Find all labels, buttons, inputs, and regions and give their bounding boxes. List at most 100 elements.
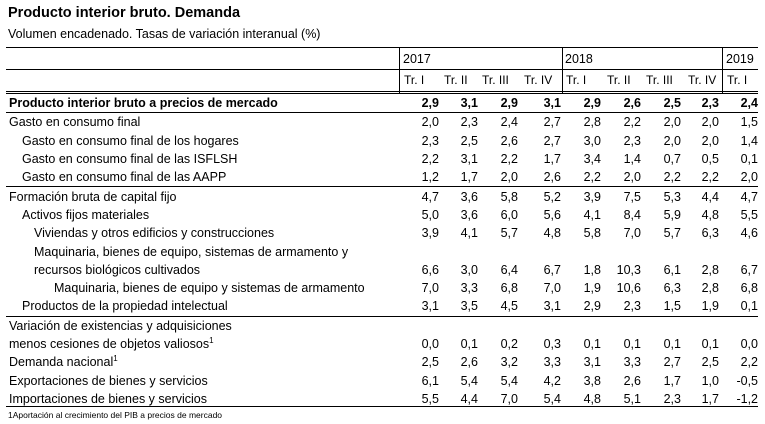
row-label: Gasto en consumo final de las ISFLSH bbox=[22, 152, 238, 167]
cell: 2,5 bbox=[421, 355, 439, 370]
cell: 2,3 bbox=[623, 299, 641, 314]
cell bbox=[681, 315, 719, 335]
cell: 3,2 bbox=[500, 355, 518, 370]
quarter-header: Tr. IV bbox=[688, 73, 717, 87]
table-row: Gasto en consumo final de las ISFLSH 2,2… bbox=[6, 150, 758, 168]
quarter-header: Tr. II bbox=[607, 73, 631, 87]
cell: 1,4 bbox=[740, 133, 758, 148]
cell bbox=[561, 242, 601, 260]
cell: 0,0 bbox=[740, 337, 758, 351]
table-row: recursos biológicos cultivados 6,6 3,0 6… bbox=[6, 261, 758, 279]
cell bbox=[681, 242, 719, 260]
cell: 6,6 bbox=[421, 262, 439, 277]
cell: 6,8 bbox=[500, 281, 518, 296]
cell: 0,3 bbox=[543, 337, 561, 351]
row-label: Maquinaria, bienes de equipo y sistemas … bbox=[54, 281, 365, 296]
cell: 2,0 bbox=[623, 170, 641, 185]
cell: 2,7 bbox=[518, 112, 561, 132]
cell: 2,2 bbox=[663, 170, 681, 185]
cell: 2,0 bbox=[399, 112, 439, 132]
cell: 5,6 bbox=[543, 207, 561, 222]
cell: 5,7 bbox=[500, 226, 518, 241]
cell: 7,5 bbox=[601, 186, 641, 206]
cell: 2,3 bbox=[663, 391, 681, 406]
cell: 10,3 bbox=[616, 262, 641, 277]
cell: 8,4 bbox=[623, 207, 641, 222]
cell: 2,4 bbox=[478, 112, 518, 132]
cell: 5,5 bbox=[740, 207, 758, 222]
cell: 3,1 bbox=[583, 355, 601, 370]
cell: 5,2 bbox=[518, 186, 561, 206]
table-row: Gasto en consumo final de los hogares 2,… bbox=[6, 132, 758, 150]
cell: 1,0 bbox=[701, 373, 719, 388]
cell bbox=[439, 315, 478, 335]
cell: 3,3 bbox=[623, 355, 641, 370]
quarter-header: Tr. IV bbox=[524, 73, 553, 87]
cell: 0,1 bbox=[663, 337, 681, 351]
cell: 0,1 bbox=[623, 337, 641, 351]
row-label: Importaciones de bienes y servicios bbox=[9, 391, 208, 406]
cell: 2,6 bbox=[623, 96, 641, 111]
table-row: menos cesiones de objetos valiosos1 0,0 … bbox=[6, 335, 758, 353]
cell: 6,8 bbox=[740, 281, 758, 296]
table-subtitle: Volumen encadenado. Tasas de variación i… bbox=[8, 27, 321, 41]
cell: 3,0 bbox=[460, 262, 478, 277]
bottom-rule bbox=[6, 406, 758, 407]
cell: 6,0 bbox=[500, 207, 518, 222]
year-2017: 2017 bbox=[403, 52, 431, 66]
cell: 2,0 bbox=[500, 170, 518, 185]
cell: 3,6 bbox=[460, 207, 478, 222]
quarter-header: Tr. III bbox=[482, 73, 509, 87]
cell: 2,9 bbox=[583, 299, 601, 314]
cell bbox=[641, 242, 681, 260]
cell: 2,9 bbox=[583, 96, 601, 111]
cell: 2,8 bbox=[561, 112, 601, 132]
cell bbox=[399, 315, 439, 335]
cell: 2,0 bbox=[740, 170, 758, 185]
cell: 3,1 bbox=[460, 96, 478, 111]
cell: 2,3 bbox=[421, 133, 439, 148]
cell: 5,4 bbox=[460, 373, 478, 388]
cell: 4,2 bbox=[543, 373, 561, 388]
cell: 1,2 bbox=[421, 170, 439, 185]
cell: 1,5 bbox=[663, 299, 681, 314]
cell: 2,8 bbox=[701, 281, 719, 296]
row-label: Demanda nacional1 bbox=[6, 353, 399, 371]
cell: 6,3 bbox=[663, 281, 681, 296]
cell: 1,7 bbox=[460, 170, 478, 185]
table-row: Demanda nacional1 2,5 2,6 3,2 3,3 3,1 3,… bbox=[6, 353, 758, 371]
table-row: Gasto en consumo final 2,0 2,3 2,4 2,7 2… bbox=[6, 112, 758, 132]
cell: 5,8 bbox=[478, 186, 518, 206]
cell bbox=[399, 242, 439, 260]
cell bbox=[601, 242, 641, 260]
cell: 6,3 bbox=[701, 226, 719, 241]
cell: 4,1 bbox=[460, 226, 478, 241]
table-row: Producto interior bruto a precios de mer… bbox=[6, 94, 758, 113]
cell bbox=[719, 242, 758, 260]
cell: 2,8 bbox=[701, 262, 719, 277]
cell: 3,6 bbox=[439, 186, 478, 206]
header-rule-double bbox=[6, 93, 758, 94]
cell: 2,2 bbox=[421, 152, 439, 167]
cell: 0,5 bbox=[701, 152, 719, 167]
cell bbox=[478, 315, 518, 335]
cell: 2,3 bbox=[623, 133, 641, 148]
gdp-demand-table: Producto interior bruto a precios de mer… bbox=[6, 94, 758, 408]
cell: 5,7 bbox=[663, 226, 681, 241]
cell: 2,6 bbox=[543, 170, 561, 185]
row-label: recursos biológicos cultivados bbox=[34, 262, 201, 277]
cell: 4,7 bbox=[399, 186, 439, 206]
row-label: Activos fijos materiales bbox=[22, 207, 150, 222]
row-label: Formación bruta de capital fijo bbox=[6, 186, 399, 206]
cell: 2,3 bbox=[439, 112, 478, 132]
year-rule bbox=[6, 69, 758, 70]
cell: 4,4 bbox=[681, 186, 719, 206]
cell: 5,5 bbox=[421, 391, 439, 406]
cell: 0,7 bbox=[663, 152, 681, 167]
cell: 1,8 bbox=[583, 262, 601, 277]
cell: 4,8 bbox=[583, 391, 601, 406]
row-label: Productos de la propiedad intelectual bbox=[22, 299, 228, 314]
table-row: Variación de existencias y adquisiciones bbox=[6, 315, 758, 335]
row-label: Maquinaria, bienes de equipo, sistemas d… bbox=[34, 244, 349, 259]
cell: 0,2 bbox=[500, 337, 518, 351]
